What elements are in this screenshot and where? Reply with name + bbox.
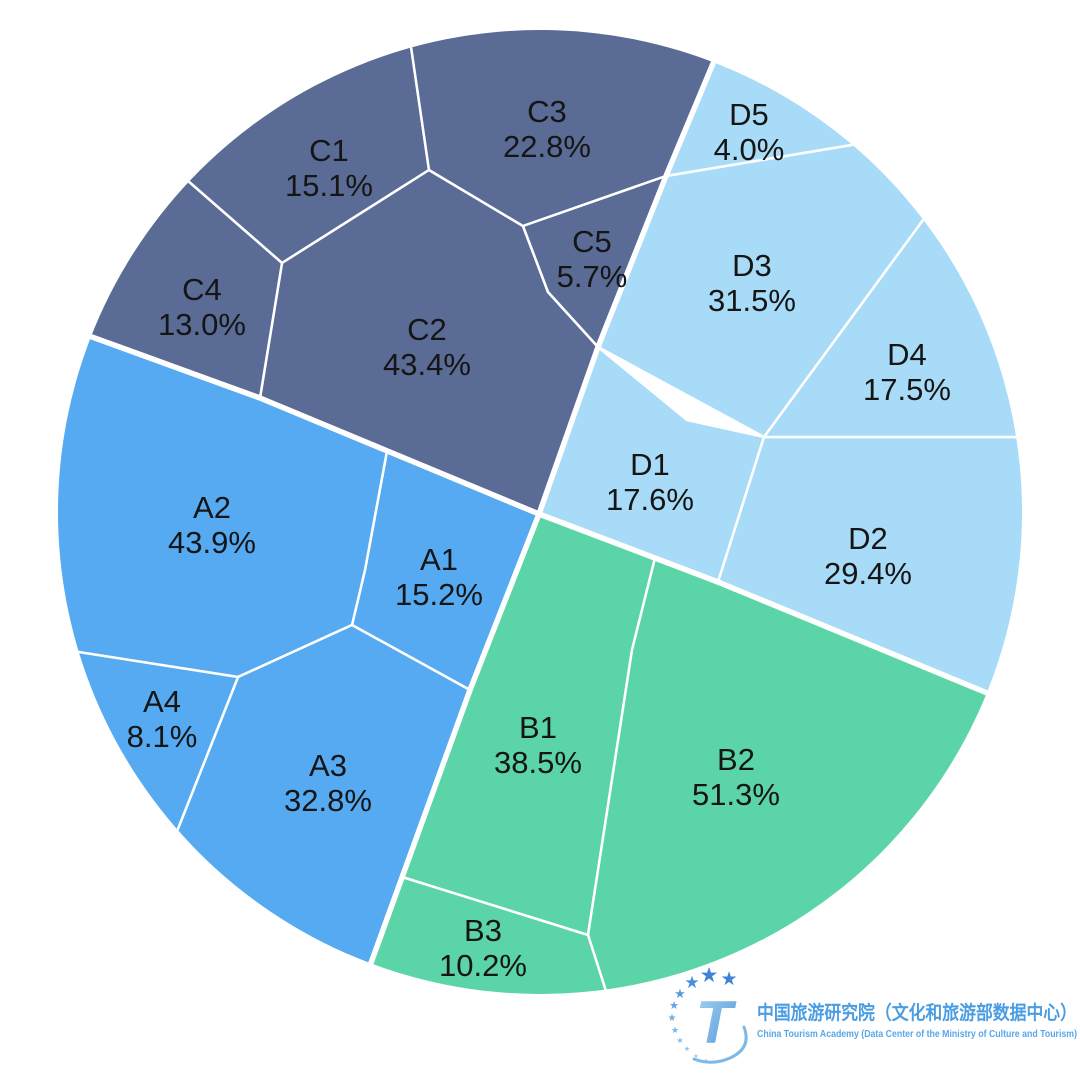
cell-label-C4: C4 13.0% <box>158 272 246 342</box>
star-icon: ★ <box>700 964 719 987</box>
cell-label-D2: D2 29.4% <box>824 521 912 591</box>
cell-label-A1: A1 15.2% <box>395 542 483 612</box>
star-icon: ★ <box>684 973 699 992</box>
org-name-english: China Tourism Academy (Data Center of th… <box>757 1029 1077 1040</box>
star-icon: ★ <box>676 1036 683 1045</box>
logo-letter: T <box>696 989 737 1056</box>
star-circle-icon: ★ ★★★★★★★★★★ <box>668 964 738 1064</box>
group-boundary <box>67 326 542 517</box>
cell-label-D4: D4 17.5% <box>863 337 951 407</box>
star-icon: ★ <box>720 969 737 990</box>
cell-label-C5: C5 5.7% <box>557 224 628 294</box>
star-icon: ★ <box>668 1013 677 1024</box>
logo-swoosh <box>692 1025 748 1064</box>
star-icon: ★ <box>684 1045 690 1053</box>
cell-label-A3: A3 32.8% <box>284 748 372 818</box>
cell-label-B1: B1 38.5% <box>494 710 582 780</box>
star-icon: ★ <box>674 986 686 1001</box>
cell-label-D3: D3 31.5% <box>708 248 796 318</box>
cell-label-A2: A2 43.9% <box>168 490 256 560</box>
group-boundary <box>536 511 995 698</box>
cta-logo: ★★★★★★★★★★★ T 中国旅游研究院（文化和旅游部数据中心） China … <box>668 964 1077 1064</box>
star-icon: ★ <box>669 1000 679 1012</box>
group-boundary <box>360 511 542 988</box>
org-name-chinese: 中国旅游研究院（文化和旅游部数据中心） <box>757 1001 1077 1024</box>
cell-label-D5: D5 4.0% <box>714 97 785 167</box>
cell-label-B2: B2 51.3% <box>692 742 780 812</box>
group-boundary <box>536 39 725 517</box>
cell-label-C3: C3 22.8% <box>503 94 591 164</box>
star-icon: ★ <box>693 1053 698 1060</box>
cell-label-B3: B3 10.2% <box>439 913 527 983</box>
star-icon: ★ <box>671 1025 679 1035</box>
cell-label-C1: C1 15.1% <box>285 133 373 203</box>
cell-label-A4: A4 8.1% <box>127 684 198 754</box>
cell-label-C2: C2 43.4% <box>383 312 471 382</box>
cell-label-D1: D1 17.6% <box>606 447 694 517</box>
treemap-cell-labels: A1 15.2% A2 43.9% A3 32.8% A4 8.1% B1 38.5% B2 51.3… <box>127 94 951 983</box>
